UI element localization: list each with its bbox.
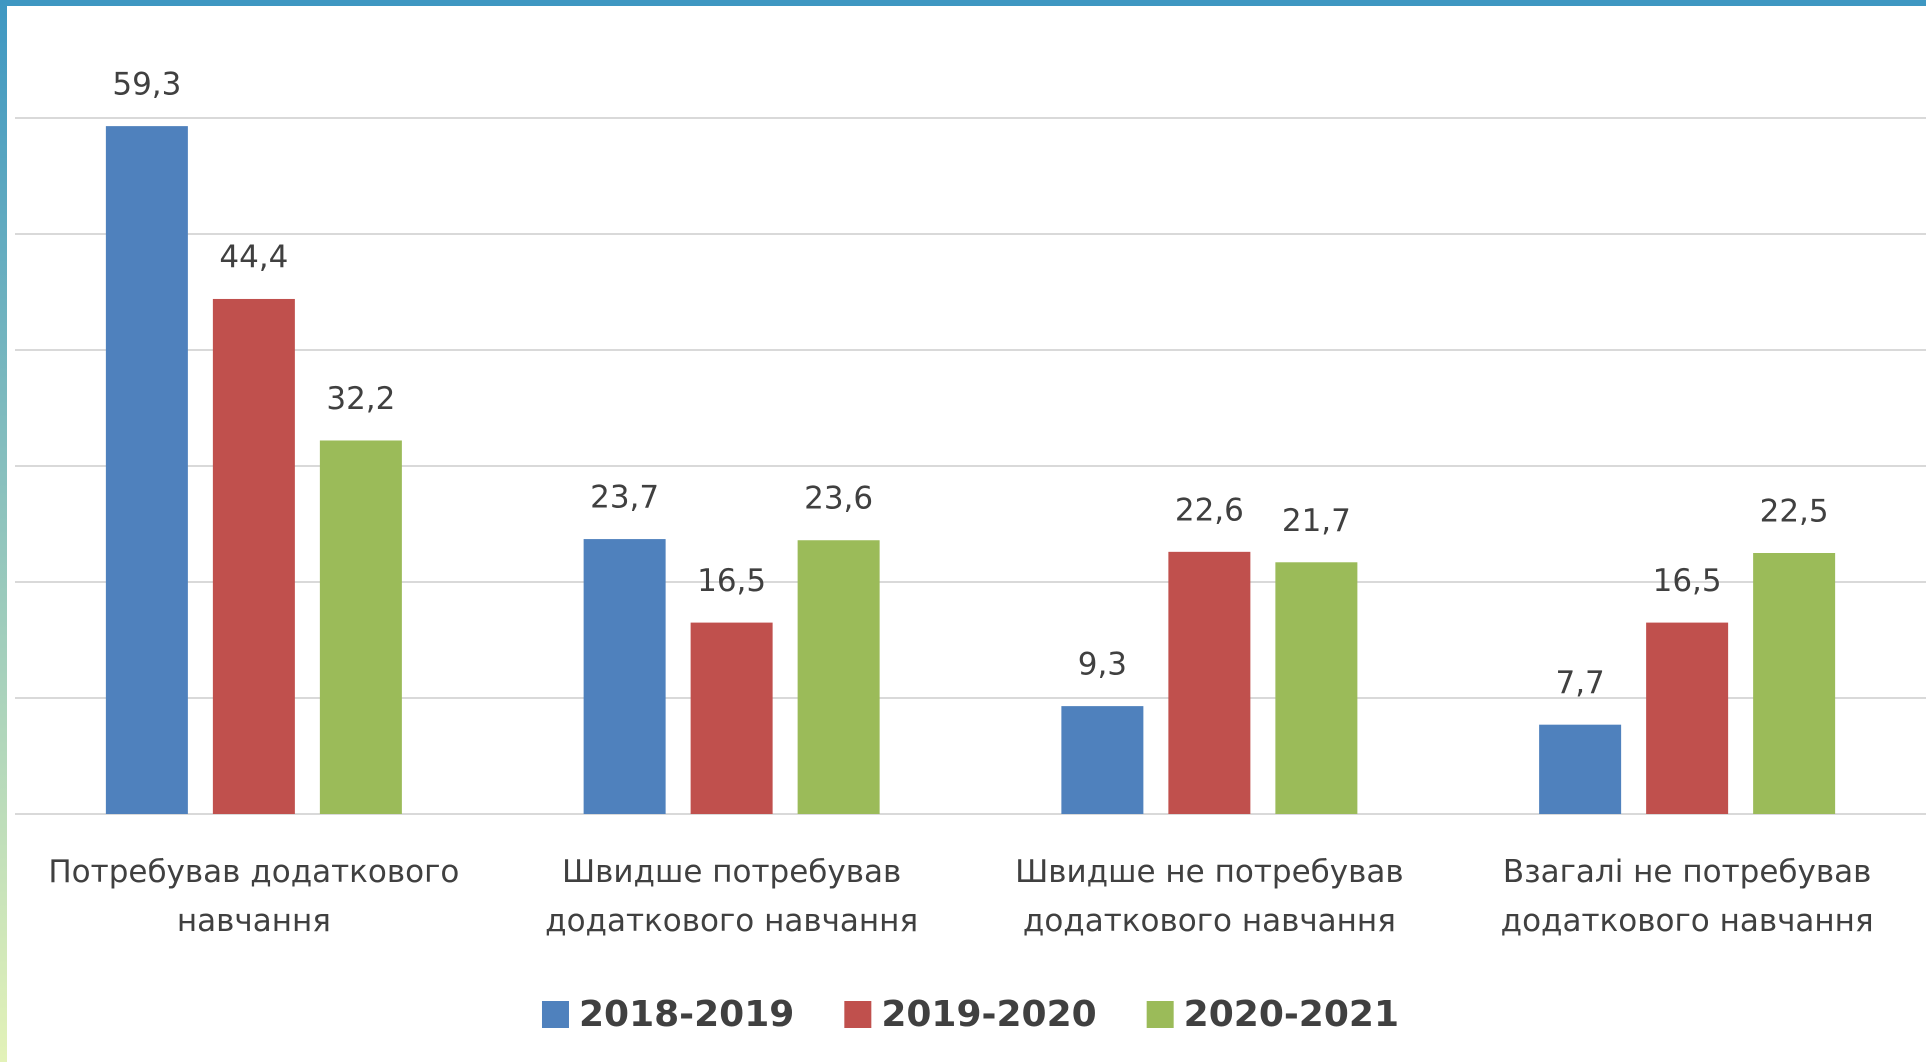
- data-label: 7,7: [1555, 665, 1604, 701]
- bar: [1753, 553, 1836, 814]
- bar: [105, 126, 188, 815]
- data-label: 9,3: [1078, 647, 1127, 683]
- bar: [797, 540, 880, 814]
- data-label: 21,7: [1282, 503, 1351, 539]
- data-label: 16,5: [1653, 563, 1722, 599]
- data-label: 59,3: [112, 67, 181, 103]
- legend-label: 2019-2020: [881, 994, 1096, 1035]
- bar: [212, 298, 295, 815]
- bar: [1168, 551, 1251, 814]
- legend-label: 2018-2019: [579, 994, 794, 1035]
- bar: [1646, 622, 1729, 814]
- x-tick-label: Швидше потребував додаткового навчання: [545, 854, 919, 939]
- x-tick-label: Потребував додаткового навчання: [48, 854, 460, 939]
- bar: [1061, 706, 1144, 814]
- x-tick-label: Швидше не потребував додаткового навчанн…: [1015, 854, 1404, 939]
- data-label: 22,5: [1760, 494, 1829, 530]
- data-label: 22,6: [1175, 492, 1244, 528]
- data-label: 23,6: [804, 481, 873, 517]
- data-label: 16,5: [697, 563, 766, 599]
- bar: [319, 440, 402, 814]
- legend-swatch: [541, 1001, 569, 1028]
- bar: [583, 539, 666, 814]
- legend-label: 2020-2021: [1184, 994, 1399, 1035]
- bar: [690, 622, 773, 814]
- bar: [1275, 562, 1358, 814]
- legend-swatch: [844, 1001, 872, 1028]
- x-tick-label: Взагалі не потребував додаткового навчан…: [1500, 854, 1874, 939]
- data-label: 23,7: [590, 480, 659, 516]
- left-border: [0, 0, 7, 1062]
- data-label: 44,4: [219, 239, 288, 275]
- data-label: 32,2: [326, 381, 395, 417]
- legend-swatch: [1146, 1001, 1174, 1028]
- top-border: [0, 0, 1926, 6]
- bar: [1539, 724, 1622, 814]
